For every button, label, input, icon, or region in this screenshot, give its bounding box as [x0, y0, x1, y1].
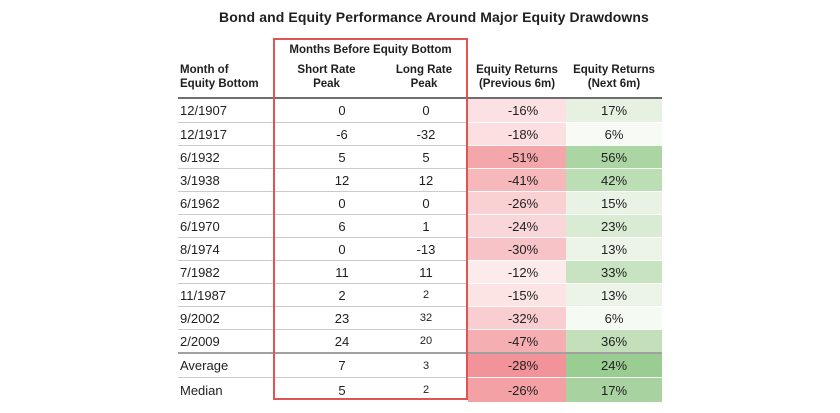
table-row: 8/1974 0 -13 -30% 13% [178, 237, 662, 260]
month-cell: Average [178, 352, 273, 377]
long-rate-peak-cell: 11 [380, 260, 468, 283]
column-header-long-rate-line2: Peak [410, 78, 438, 91]
equity-returns-prev-cell: -12% [468, 260, 566, 283]
short-rate-peak-cell: 0 [273, 237, 380, 260]
equity-returns-prev-cell: -47% [468, 329, 566, 352]
column-header-long-rate: Long Rate Peak [380, 59, 468, 97]
equity-returns-prev-cell: -15% [468, 283, 566, 306]
table-row: 7/1982 11 11 -12% 33% [178, 260, 662, 283]
long-rate-peak-cell: 5 [380, 145, 468, 168]
equity-returns-prev-cell: -41% [468, 168, 566, 191]
short-rate-peak-cell: -6 [273, 122, 380, 145]
equity-returns-next-cell: 6% [566, 122, 662, 145]
column-header-long-rate-line1: Long Rate [395, 64, 453, 77]
month-cell: 6/1932 [178, 145, 273, 168]
column-header-month-line2: Equity Bottom [180, 78, 259, 91]
equity-returns-next-cell: 23% [566, 214, 662, 237]
long-rate-peak-cell: 32 [380, 306, 468, 329]
equity-returns-next-cell: 17% [566, 99, 662, 122]
month-cell: 7/1982 [178, 260, 273, 283]
long-rate-peak-cell: -32 [380, 122, 468, 145]
table-row: 6/1970 6 1 -24% 23% [178, 214, 662, 237]
table-row: 11/1987 2 2 -15% 13% [178, 283, 662, 306]
short-rate-peak-cell: 0 [273, 191, 380, 214]
table-body: 12/1907 0 0 -16% 17% 12/1917 -6 -32 -18% 6% 6/1932… [178, 99, 662, 402]
short-rate-peak-cell: 12 [273, 168, 380, 191]
column-header-prev-returns-line2: (Previous 6m) [478, 78, 556, 91]
long-rate-peak-cell: 20 [380, 329, 468, 352]
table-row: 6/1962 0 0 -26% 15% [178, 191, 662, 214]
column-header-short-rate-line1: Short Rate [297, 64, 356, 77]
short-rate-peak-cell: 11 [273, 260, 380, 283]
equity-returns-next-cell: 6% [566, 306, 662, 329]
drawdown-table: Months Before Equity Bottom Month of Equ… [178, 37, 662, 402]
short-rate-peak-cell: 6 [273, 214, 380, 237]
month-cell: Median [178, 377, 273, 402]
long-rate-peak-cell: 1 [380, 214, 468, 237]
month-cell: 2/2009 [178, 329, 273, 352]
month-cell: 6/1970 [178, 214, 273, 237]
short-rate-peak-cell: 5 [273, 145, 380, 168]
summary-row: Median 5 2 -26% 17% [178, 377, 662, 402]
equity-returns-next-cell: 13% [566, 283, 662, 306]
equity-returns-prev-cell: -32% [468, 306, 566, 329]
column-header-month-line1: Month of [180, 64, 229, 77]
table-row: 3/1938 12 12 -41% 42% [178, 168, 662, 191]
column-header-prev-returns: Equity Returns (Previous 6m) [468, 59, 566, 97]
month-cell: 12/1907 [180, 103, 227, 118]
equity-returns-next-cell: 33% [566, 260, 662, 283]
month-cell: 9/2002 [178, 306, 273, 329]
column-header-short-rate-line2: Peak [313, 78, 340, 91]
column-header-prev-returns-line1: Equity Returns [476, 64, 558, 77]
table-row: 2/2009 24 20 -47% 36% [178, 329, 662, 352]
equity-returns-prev-cell: -16% [468, 99, 566, 122]
equity-returns-next-cell: 36% [566, 329, 662, 352]
equity-returns-next-cell: 17% [566, 377, 662, 402]
equity-returns-next-cell: 24% [566, 352, 662, 377]
long-rate-peak-cell: 12 [380, 168, 468, 191]
equity-returns-next-cell: 13% [566, 237, 662, 260]
equity-returns-next-cell: 56% [566, 145, 662, 168]
month-cell: 8/1974 [178, 237, 273, 260]
month-cell: 3/1938 [178, 168, 273, 191]
long-rate-peak-cell: 2 [380, 377, 468, 402]
equity-returns-prev-cell: -18% [468, 122, 566, 145]
month-cell: 11/1987 [178, 283, 273, 306]
equity-returns-prev-cell: -28% [468, 352, 566, 377]
long-rate-peak-cell: -13 [380, 237, 468, 260]
short-rate-peak-cell: 7 [273, 352, 380, 377]
month-cell: 12/1917 [178, 122, 273, 145]
equity-returns-prev-cell: -30% [468, 237, 566, 260]
equity-returns-prev-cell: -24% [468, 214, 566, 237]
summary-row: Average 7 3 -28% 24% [178, 352, 662, 377]
table-row: 12/1907 0 0 -16% 17% [178, 99, 662, 122]
table-row: 6/1932 5 5 -51% 56% [178, 145, 662, 168]
column-header-next-returns-line1: Equity Returns [573, 64, 655, 77]
page-title: Bond and Equity Performance Around Major… [219, 9, 649, 25]
equity-returns-next-cell: 42% [566, 168, 662, 191]
long-rate-peak-cell: 0 [380, 191, 468, 214]
short-rate-peak-cell: 24 [273, 329, 380, 352]
equity-returns-next-cell: 15% [566, 191, 662, 214]
long-rate-peak-cell: 3 [380, 352, 468, 377]
table-row: 12/1917 -6 -32 -18% 6% [178, 122, 662, 145]
table-row: 9/2002 23 32 -32% 6% [178, 306, 662, 329]
short-rate-peak-cell: 2 [273, 283, 380, 306]
column-header-next-returns: Equity Returns (Next 6m) [566, 59, 662, 97]
equity-returns-prev-cell: -51% [468, 145, 566, 168]
equity-returns-prev-cell: -26% [468, 191, 566, 214]
table-header: Months Before Equity Bottom Month of Equ… [178, 37, 662, 99]
column-group-header: Months Before Equity Bottom [289, 44, 452, 57]
month-cell: 6/1962 [178, 191, 273, 214]
short-rate-peak-cell: 23 [273, 306, 380, 329]
long-rate-peak-cell: 0 [422, 103, 430, 118]
column-header-short-rate: Short Rate Peak [273, 59, 380, 97]
column-header-month: Month of Equity Bottom [178, 59, 273, 97]
column-header-next-returns-line2: (Next 6m) [587, 78, 641, 91]
short-rate-peak-cell: 0 [338, 103, 346, 118]
equity-returns-prev-cell: -26% [468, 377, 566, 402]
long-rate-peak-cell: 2 [380, 283, 468, 306]
short-rate-peak-cell: 5 [273, 377, 380, 402]
